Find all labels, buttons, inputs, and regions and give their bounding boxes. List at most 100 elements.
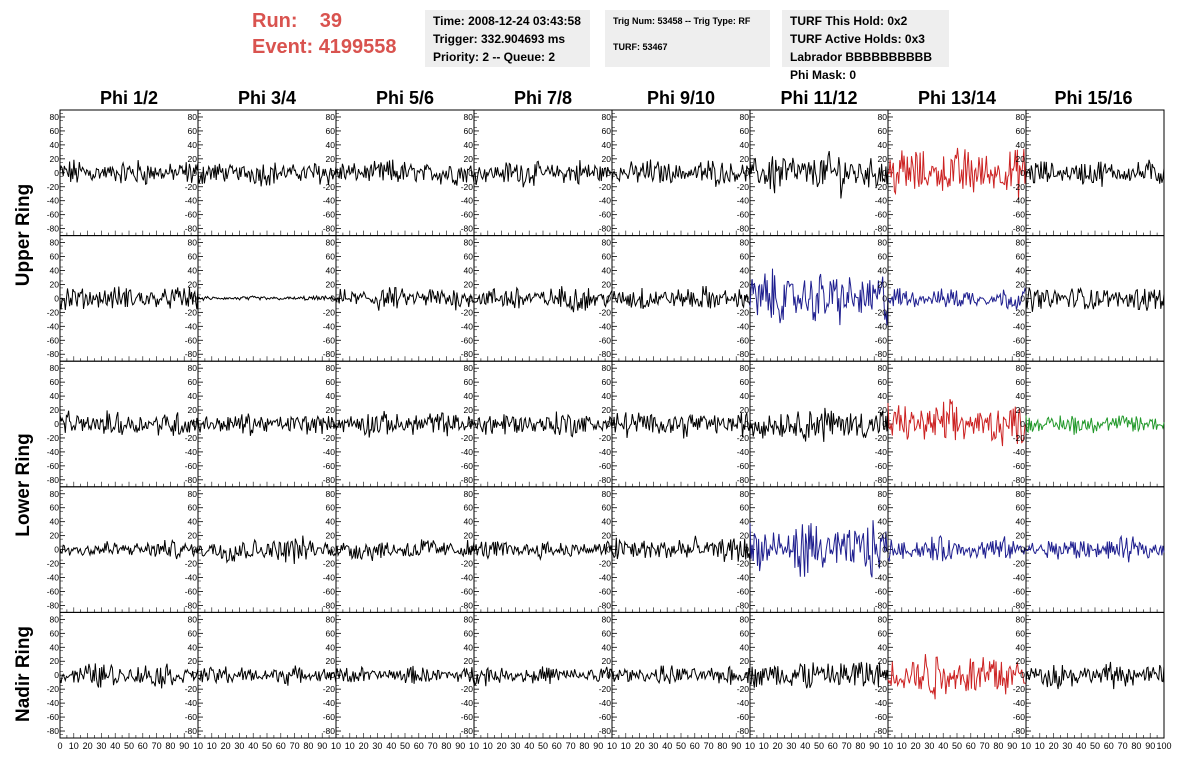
y-tick-label: 20	[740, 656, 750, 666]
y-tick-label: 80	[326, 489, 336, 499]
waveform-trace	[473, 286, 613, 313]
y-tick-label: -60	[323, 712, 336, 722]
waveform-trace	[473, 540, 613, 562]
y-tick-label: 0	[882, 670, 887, 680]
y-tick-label: -60	[1013, 210, 1026, 220]
column-header-phi-3-4: Phi 3/4	[237, 88, 297, 108]
y-tick-label: -40	[1013, 321, 1026, 331]
y-tick-label: -40	[737, 573, 750, 583]
y-tick-label: 40	[50, 391, 60, 401]
y-tick-label: 40	[464, 140, 474, 150]
y-tick-label: 20	[602, 154, 612, 164]
y-tick-label: 0	[1020, 168, 1025, 178]
y-tick-label: -80	[875, 726, 888, 736]
y-tick-label: -40	[47, 447, 60, 457]
y-tick-label: 40	[326, 517, 336, 527]
y-tick-label: -60	[461, 210, 474, 220]
run-row: Run: 39	[252, 8, 397, 34]
y-tick-label: 40	[1016, 517, 1026, 527]
y-tick-label: 0	[192, 293, 197, 303]
y-tick-label: 60	[878, 377, 888, 387]
y-tick-label: 20	[188, 531, 198, 541]
y-tick-label: -80	[737, 475, 750, 485]
x-tick-label: 20	[359, 741, 369, 751]
y-tick-label: 80	[602, 112, 612, 122]
y-tick-label: -60	[599, 586, 612, 596]
y-tick-label: -80	[1013, 224, 1026, 234]
panel-r4-c5: 80 60 40 20 0 -20 -40 -60 -80	[599, 486, 751, 613]
waveform-trace	[197, 535, 337, 565]
y-tick-label: 60	[188, 503, 198, 513]
y-tick-label: 80	[50, 363, 60, 373]
y-tick-label: 0	[882, 545, 887, 555]
trig-num-box: Trig Num: 53458 -- Trig Type: RF TURF: 5…	[605, 10, 770, 67]
y-tick-label: 60	[464, 377, 474, 387]
y-tick-label: -20	[1013, 559, 1026, 569]
y-tick-label: -80	[875, 224, 888, 234]
y-tick-label: 40	[188, 391, 198, 401]
y-tick-label: -80	[599, 726, 612, 736]
x-tick-label: 90	[731, 741, 741, 751]
x-tick-label: 40	[248, 741, 258, 751]
x-tick-label: 40	[110, 741, 120, 751]
y-tick-label: 60	[188, 252, 198, 262]
y-tick-label: -80	[737, 349, 750, 359]
y-tick-label: 60	[464, 252, 474, 262]
y-tick-label: -20	[461, 307, 474, 317]
y-tick-label: -20	[1013, 684, 1026, 694]
y-tick-label: -60	[599, 210, 612, 220]
waveform-trace	[1025, 159, 1165, 187]
x-tick-label: 10	[207, 741, 217, 751]
y-tick-label: 60	[188, 377, 198, 387]
y-tick-label: 60	[50, 503, 60, 513]
y-tick-label: 20	[878, 279, 888, 289]
y-tick-label: 80	[740, 614, 750, 624]
y-tick-label: 20	[1016, 531, 1026, 541]
panel-r1-c6: 80 60 40 20 0 -20 -40 -60 -80	[737, 109, 889, 237]
x-tick-label: 80	[579, 741, 589, 751]
panel-r5-c2: 80 60 40 20 0 -20 -40 -60 -80	[185, 611, 337, 739]
y-tick-label: -60	[323, 210, 336, 220]
y-tick-label: 60	[878, 126, 888, 136]
y-tick-label: -20	[875, 433, 888, 443]
y-tick-label: -60	[47, 586, 60, 596]
x-tick-label: 10	[345, 741, 355, 751]
y-tick-label: -80	[461, 349, 474, 359]
y-tick-label: 20	[878, 656, 888, 666]
y-tick-label: -80	[875, 349, 888, 359]
y-tick-label: -20	[875, 684, 888, 694]
y-tick-label: 40	[602, 391, 612, 401]
y-tick-label: -40	[599, 321, 612, 331]
y-tick-label: 80	[878, 614, 888, 624]
x-tick-label: 80	[717, 741, 727, 751]
x-tick-label: 70	[566, 741, 576, 751]
y-tick-label: -60	[461, 586, 474, 596]
y-tick-label: 60	[740, 252, 750, 262]
waveform-trace	[197, 413, 337, 436]
x-tick-label: 50	[124, 741, 134, 751]
y-tick-label: -40	[1013, 196, 1026, 206]
waveform-trace	[335, 665, 475, 684]
waveform-trace	[887, 535, 1027, 563]
y-tick-label: 60	[188, 126, 198, 136]
panel-r1-c1: 80 60 40 20 0 -20 -40 -60 -80	[47, 109, 199, 237]
priority-text: Priority: 2 -- Queue: 2	[433, 50, 556, 64]
trigger-info-box: Time: 2008-12-24 03:43:58 Trigger: 332.9…	[425, 10, 590, 67]
panel-r1-c4: 80 60 40 20 0 -20 -40 -60 -80	[461, 109, 613, 237]
y-tick-label: -60	[185, 712, 198, 722]
phi-mask-text: Phi Mask: 0	[790, 68, 857, 82]
y-tick-label: -80	[1013, 349, 1026, 359]
y-tick-label: 80	[602, 363, 612, 373]
y-tick-label: 60	[740, 503, 750, 513]
y-tick-label: 80	[1016, 238, 1026, 248]
y-tick-label: 60	[740, 377, 750, 387]
x-tick-label: 20	[221, 741, 231, 751]
x-tick-label: 10	[883, 741, 893, 751]
y-tick-label: 60	[740, 628, 750, 638]
y-tick-label: 40	[326, 391, 336, 401]
y-tick-label: -80	[599, 600, 612, 610]
x-tick-label: 80	[993, 741, 1003, 751]
y-tick-label: -40	[875, 321, 888, 331]
panel-r2-c7: 80 60 40 20 0 -20 -40 -60 -80	[875, 235, 1027, 362]
y-tick-label: -40	[185, 321, 198, 331]
